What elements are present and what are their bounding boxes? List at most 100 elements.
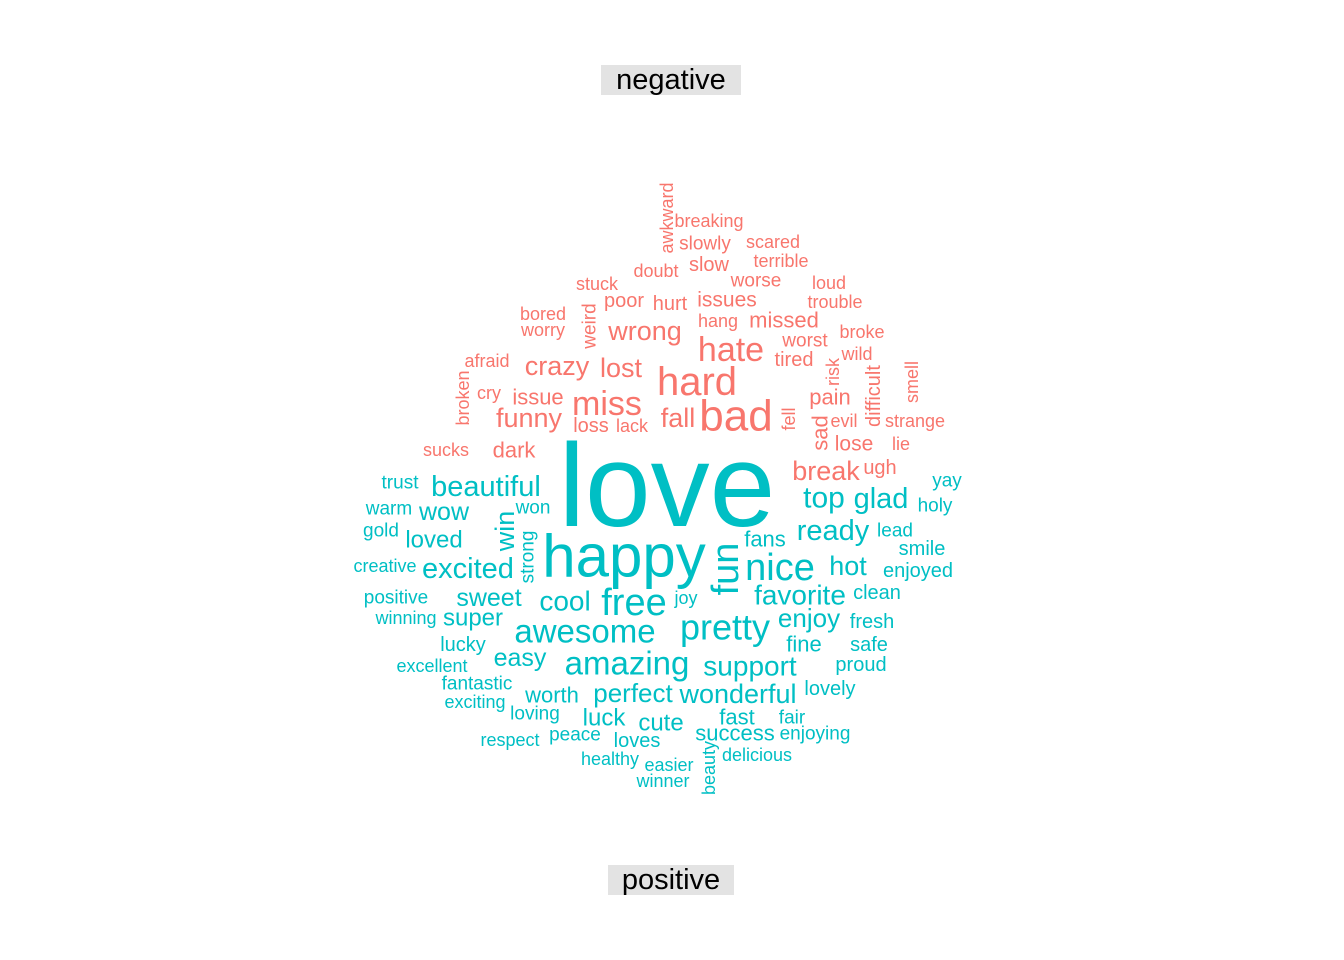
- word-loving: loving: [510, 704, 560, 725]
- word-bad: bad: [699, 392, 772, 441]
- word-loss: loss: [573, 415, 609, 437]
- word-fans: fans: [744, 527, 786, 552]
- word-risk: risk: [823, 357, 843, 386]
- word-support: support: [703, 651, 797, 682]
- word-bored: bored: [520, 304, 566, 324]
- word-trust: trust: [382, 473, 420, 494]
- word-fall: fall: [661, 403, 696, 433]
- word-glad: glad: [854, 483, 909, 515]
- word-joy: joy: [673, 588, 697, 608]
- word-super: super: [443, 605, 503, 632]
- word-worse: worse: [730, 271, 782, 292]
- word-excited: excited: [422, 553, 514, 585]
- word-exciting: exciting: [444, 692, 505, 712]
- word-peace: peace: [549, 725, 601, 746]
- word-loud: loud: [812, 273, 846, 293]
- word-slowly: slowly: [679, 234, 731, 255]
- word-poor: poor: [604, 290, 644, 312]
- word-sucks: sucks: [423, 440, 469, 460]
- word-beauty: beauty: [699, 741, 719, 795]
- word-tired: tired: [775, 349, 814, 371]
- word-healthy: healthy: [581, 749, 639, 769]
- word-breaking: breaking: [674, 211, 743, 231]
- word-wonderful: wonderful: [678, 679, 796, 709]
- word-fast: fast: [719, 705, 754, 730]
- word-gold: gold: [363, 521, 399, 542]
- word-strong: strong: [518, 531, 539, 584]
- word-wild: wild: [840, 344, 872, 364]
- word-proud: proud: [835, 654, 886, 676]
- word-sad: sad: [808, 415, 833, 450]
- word-success: success: [695, 721, 774, 746]
- word-nice: nice: [745, 547, 815, 589]
- word-difficult: difficult: [863, 365, 885, 427]
- word-smell: smell: [902, 361, 922, 403]
- word-worry: worry: [520, 320, 565, 340]
- word-trouble: trouble: [807, 292, 862, 312]
- word-perfect: perfect: [593, 678, 673, 708]
- word-worth: worth: [524, 683, 579, 708]
- word-easier: easier: [644, 755, 693, 775]
- word-happy: happy: [542, 523, 705, 590]
- word-weird: weird: [580, 303, 601, 349]
- word-love: love: [559, 420, 775, 552]
- word-fair: fair: [779, 708, 806, 729]
- word-dark: dark: [493, 438, 537, 463]
- word-amazing: amazing: [565, 645, 690, 682]
- word-strange: strange: [885, 411, 945, 431]
- word-won: won: [515, 498, 551, 519]
- word-yay: yay: [932, 471, 962, 492]
- word-ugh: ugh: [863, 457, 896, 479]
- word-terrible: terrible: [753, 251, 808, 271]
- word-creative: creative: [353, 556, 416, 576]
- word-cute: cute: [638, 710, 683, 737]
- word-favorite: favorite: [754, 580, 846, 611]
- word-fun: fun: [705, 543, 747, 596]
- word-easy: easy: [494, 644, 547, 672]
- word-top: top: [803, 482, 845, 515]
- word-hard: hard: [657, 360, 737, 404]
- word-break: break: [792, 456, 860, 486]
- word-enjoying: enjoying: [780, 724, 851, 745]
- word-clean: clean: [853, 582, 901, 604]
- word-broken: broken: [453, 370, 473, 425]
- word-fine: fine: [786, 632, 821, 657]
- word-issues: issues: [697, 289, 757, 312]
- word-hot: hot: [829, 551, 867, 581]
- word-enjoyed: enjoyed: [883, 560, 953, 582]
- word-slow: slow: [689, 254, 730, 276]
- word-fresh: fresh: [850, 611, 894, 633]
- word-cry: cry: [477, 383, 501, 403]
- word-lack: lack: [616, 416, 649, 436]
- word-evil: evil: [830, 411, 857, 431]
- word-ready: ready: [797, 515, 870, 547]
- negative-group-label: negative: [601, 65, 741, 95]
- word-enjoy: enjoy: [778, 603, 840, 633]
- word-holy: holy: [918, 496, 953, 517]
- word-sweet: sweet: [456, 584, 521, 612]
- word-loved: loved: [405, 527, 462, 554]
- word-respect: respect: [480, 730, 539, 750]
- word-delicious: delicious: [722, 745, 792, 765]
- word-issue: issue: [512, 385, 563, 410]
- word-scared: scared: [746, 232, 800, 252]
- word-lucky: lucky: [440, 634, 486, 656]
- word-smile: smile: [899, 538, 946, 560]
- word-awkward: awkward: [657, 182, 677, 253]
- word-loves: loves: [614, 730, 661, 752]
- positive-group-label: positive: [608, 865, 734, 895]
- word-luck: luck: [583, 705, 627, 732]
- word-wrong: wrong: [607, 316, 682, 346]
- word-safe: safe: [850, 634, 888, 656]
- word-fantastic: fantastic: [442, 674, 513, 695]
- word-awesome: awesome: [514, 613, 655, 650]
- word-lose: lose: [835, 433, 874, 456]
- word-fell: fell: [779, 407, 799, 430]
- word-cool: cool: [539, 586, 590, 617]
- word-pain: pain: [809, 385, 851, 410]
- word-positive: positive: [364, 588, 428, 609]
- word-doubt: doubt: [633, 261, 678, 281]
- word-beautiful: beautiful: [431, 471, 541, 503]
- word-broke: broke: [839, 322, 884, 342]
